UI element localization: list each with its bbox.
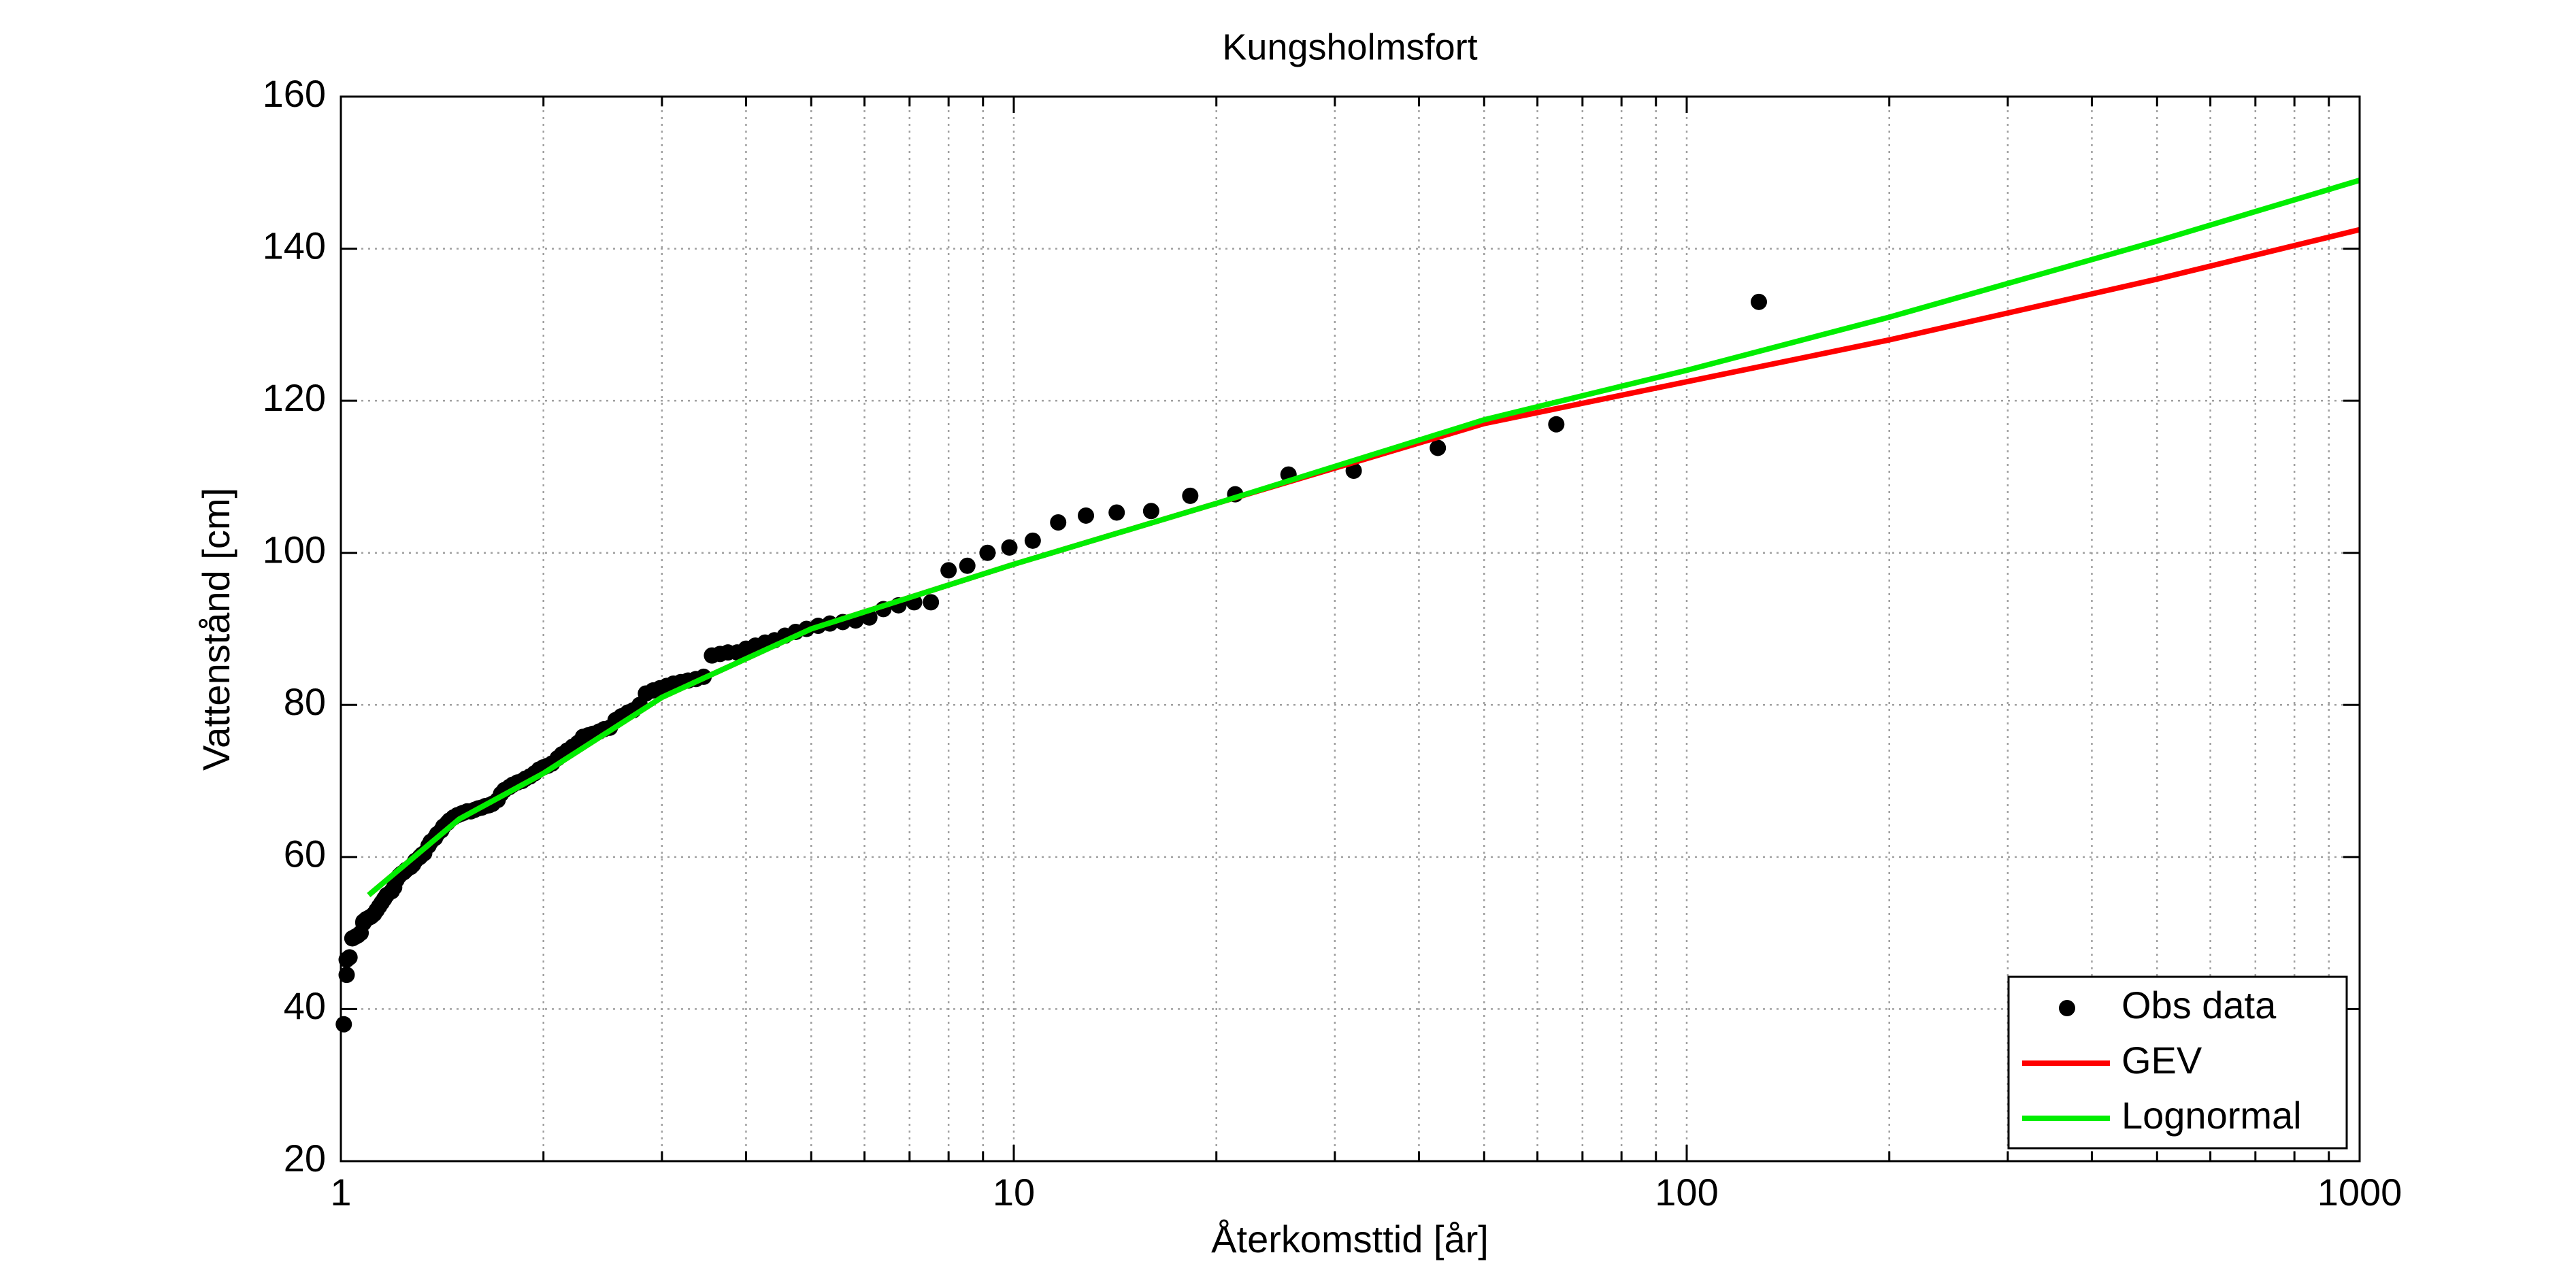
y-tick-label: 100 xyxy=(263,529,326,571)
data-point xyxy=(1142,503,1159,520)
data-point xyxy=(338,951,355,968)
x-tick-label: 10 xyxy=(993,1171,1035,1214)
y-tick-label: 20 xyxy=(284,1137,326,1180)
series-line xyxy=(367,178,2361,897)
data-point xyxy=(1548,416,1565,433)
data-point xyxy=(1430,439,1447,456)
y-tick-label: 80 xyxy=(284,680,326,723)
data-point xyxy=(1024,532,1041,549)
data-point xyxy=(338,967,355,984)
data-point xyxy=(1108,504,1125,521)
legend: Obs data GEV Lognormal xyxy=(2007,975,2348,1150)
legend-label: GEV xyxy=(2121,1039,2202,1082)
data-point xyxy=(979,544,996,561)
x-tick-label: 100 xyxy=(1655,1171,1718,1214)
data-point xyxy=(335,1016,352,1033)
x-tick-label: 1 xyxy=(330,1171,351,1214)
x-tick-label: 1000 xyxy=(2317,1171,2402,1214)
data-point xyxy=(1751,293,1768,310)
data-point xyxy=(959,557,976,574)
marks xyxy=(335,178,2361,1033)
data-point xyxy=(923,594,940,611)
data-point xyxy=(344,930,361,947)
y-tick-label: 160 xyxy=(263,72,326,115)
data-point xyxy=(704,647,721,664)
y-tick-label: 120 xyxy=(263,376,326,419)
y-axis-label: Vattenstånd [cm] xyxy=(195,488,237,771)
y-tick-label: 140 xyxy=(263,224,326,267)
axes: 1 10 100 1000 20 40 60 80 100 120 140 160 xyxy=(263,72,2402,1214)
data-point xyxy=(1345,462,1362,479)
y-tick-label: 40 xyxy=(284,984,326,1027)
plot-frame xyxy=(340,95,2361,1163)
legend-label: Obs data xyxy=(2121,984,2277,1026)
y-tick-label: 60 xyxy=(284,833,326,875)
data-point xyxy=(1050,514,1067,531)
data-point xyxy=(940,562,957,579)
data-point xyxy=(1001,539,1018,556)
data-point xyxy=(1078,507,1095,524)
data-point xyxy=(1182,487,1199,504)
legend-marker xyxy=(2059,1000,2075,1016)
legend-label: Lognormal xyxy=(2121,1094,2302,1137)
chart-title: Kungsholmsfort xyxy=(1222,27,1477,67)
x-axis-label: Återkomsttid [år] xyxy=(1211,1218,1489,1260)
